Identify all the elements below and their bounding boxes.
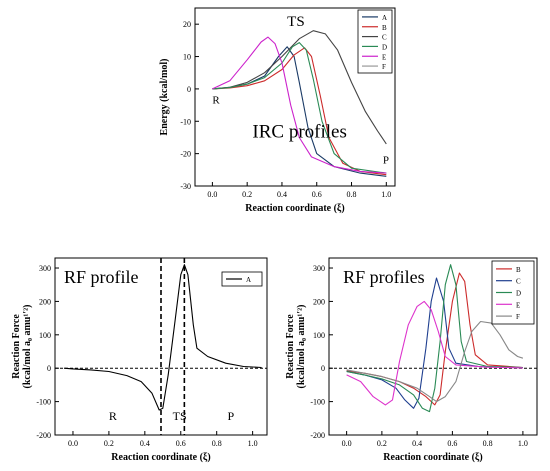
y-tick-label: -100 [310,398,325,407]
y-axis-label: Energy (kcal/mol) [159,59,170,136]
y-axis-label: Reaction Force [285,314,296,379]
legend-label-c: C [382,34,387,42]
legend-label-e: E [382,53,386,61]
x-tick-label: 0.8 [347,190,357,199]
legend-label-f: F [382,63,386,71]
y-tick-label: -30 [180,182,191,191]
series-line-c [346,277,523,409]
series-line-f [346,320,524,403]
series-line-a [63,264,262,411]
series-line-e [212,36,387,174]
x-tick-label: 0.8 [483,439,493,448]
y-tick-label: -10 [180,117,191,126]
annotation-label: P [383,154,389,166]
legend: A [221,271,263,287]
x-axis-label: Reaction coordinate (ξ) [245,203,344,214]
y-tick-label: 100 [39,331,51,340]
y-tick-label: 0 [47,364,51,373]
annotation-label: RF profile [64,267,139,287]
plot-area [212,30,387,177]
legend-label-b: B [382,24,387,32]
plot-area [329,264,537,413]
x-tick-label: 0.4 [412,439,422,448]
y-axis-unit-label: (kcal/mol a₀ amu¹′²) [296,304,307,388]
y-tick-label: 300 [39,264,51,273]
annotation-label: P [227,409,234,423]
y-tick-label: 200 [313,297,325,306]
legend-label-a: A [382,14,387,22]
x-tick-label: 0.2 [104,439,114,448]
series-line-c [212,30,387,145]
legend-label-d: D [382,43,387,51]
legend-box [357,9,393,74]
series-line-d [346,264,523,413]
y-tick-label: -20 [180,150,191,159]
x-tick-label: 0.4 [140,439,150,448]
x-tick-label: 0.2 [377,439,387,448]
irc-energy-chart: 0.0 0.2 0.4 0.6 0.8 1.0 -30 -20 -10 0 10 20 Reaction… [159,7,396,214]
x-tick-label: 0.0 [68,439,78,448]
x-tick-label: 0.4 [277,190,287,199]
x-tick-label: 0.0 [207,190,217,199]
annotation-label: TS [287,14,305,30]
annotation-label: RF profiles [343,267,425,287]
x-axis-label: Reaction coordinate (ξ) [383,452,482,463]
y-tick-label: 200 [39,297,51,306]
y-tick-label: 0 [187,85,191,94]
legend-label-e: E [516,301,520,309]
series-line-e [346,300,523,406]
rf-profile-chart: 0.0 0.2 0.4 0.6 0.8 1.0 -200 -100 0 100 200 300 Reac… [11,257,268,463]
y-tick-label: -100 [36,398,51,407]
plot-area [55,258,267,435]
annotation-label: TS [173,409,187,423]
y-axis-unit-label: (kcal/mol a₀ amu¹′²) [22,304,33,388]
x-tick-label: 1.0 [518,439,528,448]
plot-frame [194,7,396,187]
legend-label-c: C [516,278,521,286]
annotation-label: R [109,409,117,423]
y-tick-label: 10 [183,53,191,62]
annotation-label: IRC profiles [252,121,346,142]
x-tick-label: 1.0 [248,439,258,448]
y-tick-label: -200 [36,431,51,440]
x-tick-label: 0.6 [176,439,186,448]
y-tick-label: 0 [321,364,325,373]
x-tick-label: 0.8 [212,439,222,448]
x-tick-label: 0.6 [312,190,322,199]
series-line-d [212,42,387,174]
x-tick-label: 1.0 [381,190,391,199]
annotation-label: R [212,94,220,106]
y-axis-label: Reaction Force [11,314,22,379]
legend-label-a: A [246,276,251,284]
legend-label-f: F [516,313,520,321]
y-tick-label: 300 [313,264,325,273]
x-tick-label: 0.2 [242,190,252,199]
legend-label-b: B [516,266,521,274]
x-axis-label: Reaction coordinate (ξ) [111,452,210,463]
x-tick-label: 0.0 [342,439,352,448]
y-tick-label: 100 [313,331,325,340]
x-tick-label: 0.6 [447,439,457,448]
rf-profiles-chart: 0.0 0.2 0.4 0.6 0.8 1.0 -200 -100 0 100 200 300 Reac… [285,257,538,463]
plot-frame [328,257,538,436]
y-tick-label: -200 [310,431,325,440]
y-tick-label: 20 [183,20,191,29]
legend-label-d: D [516,290,521,298]
